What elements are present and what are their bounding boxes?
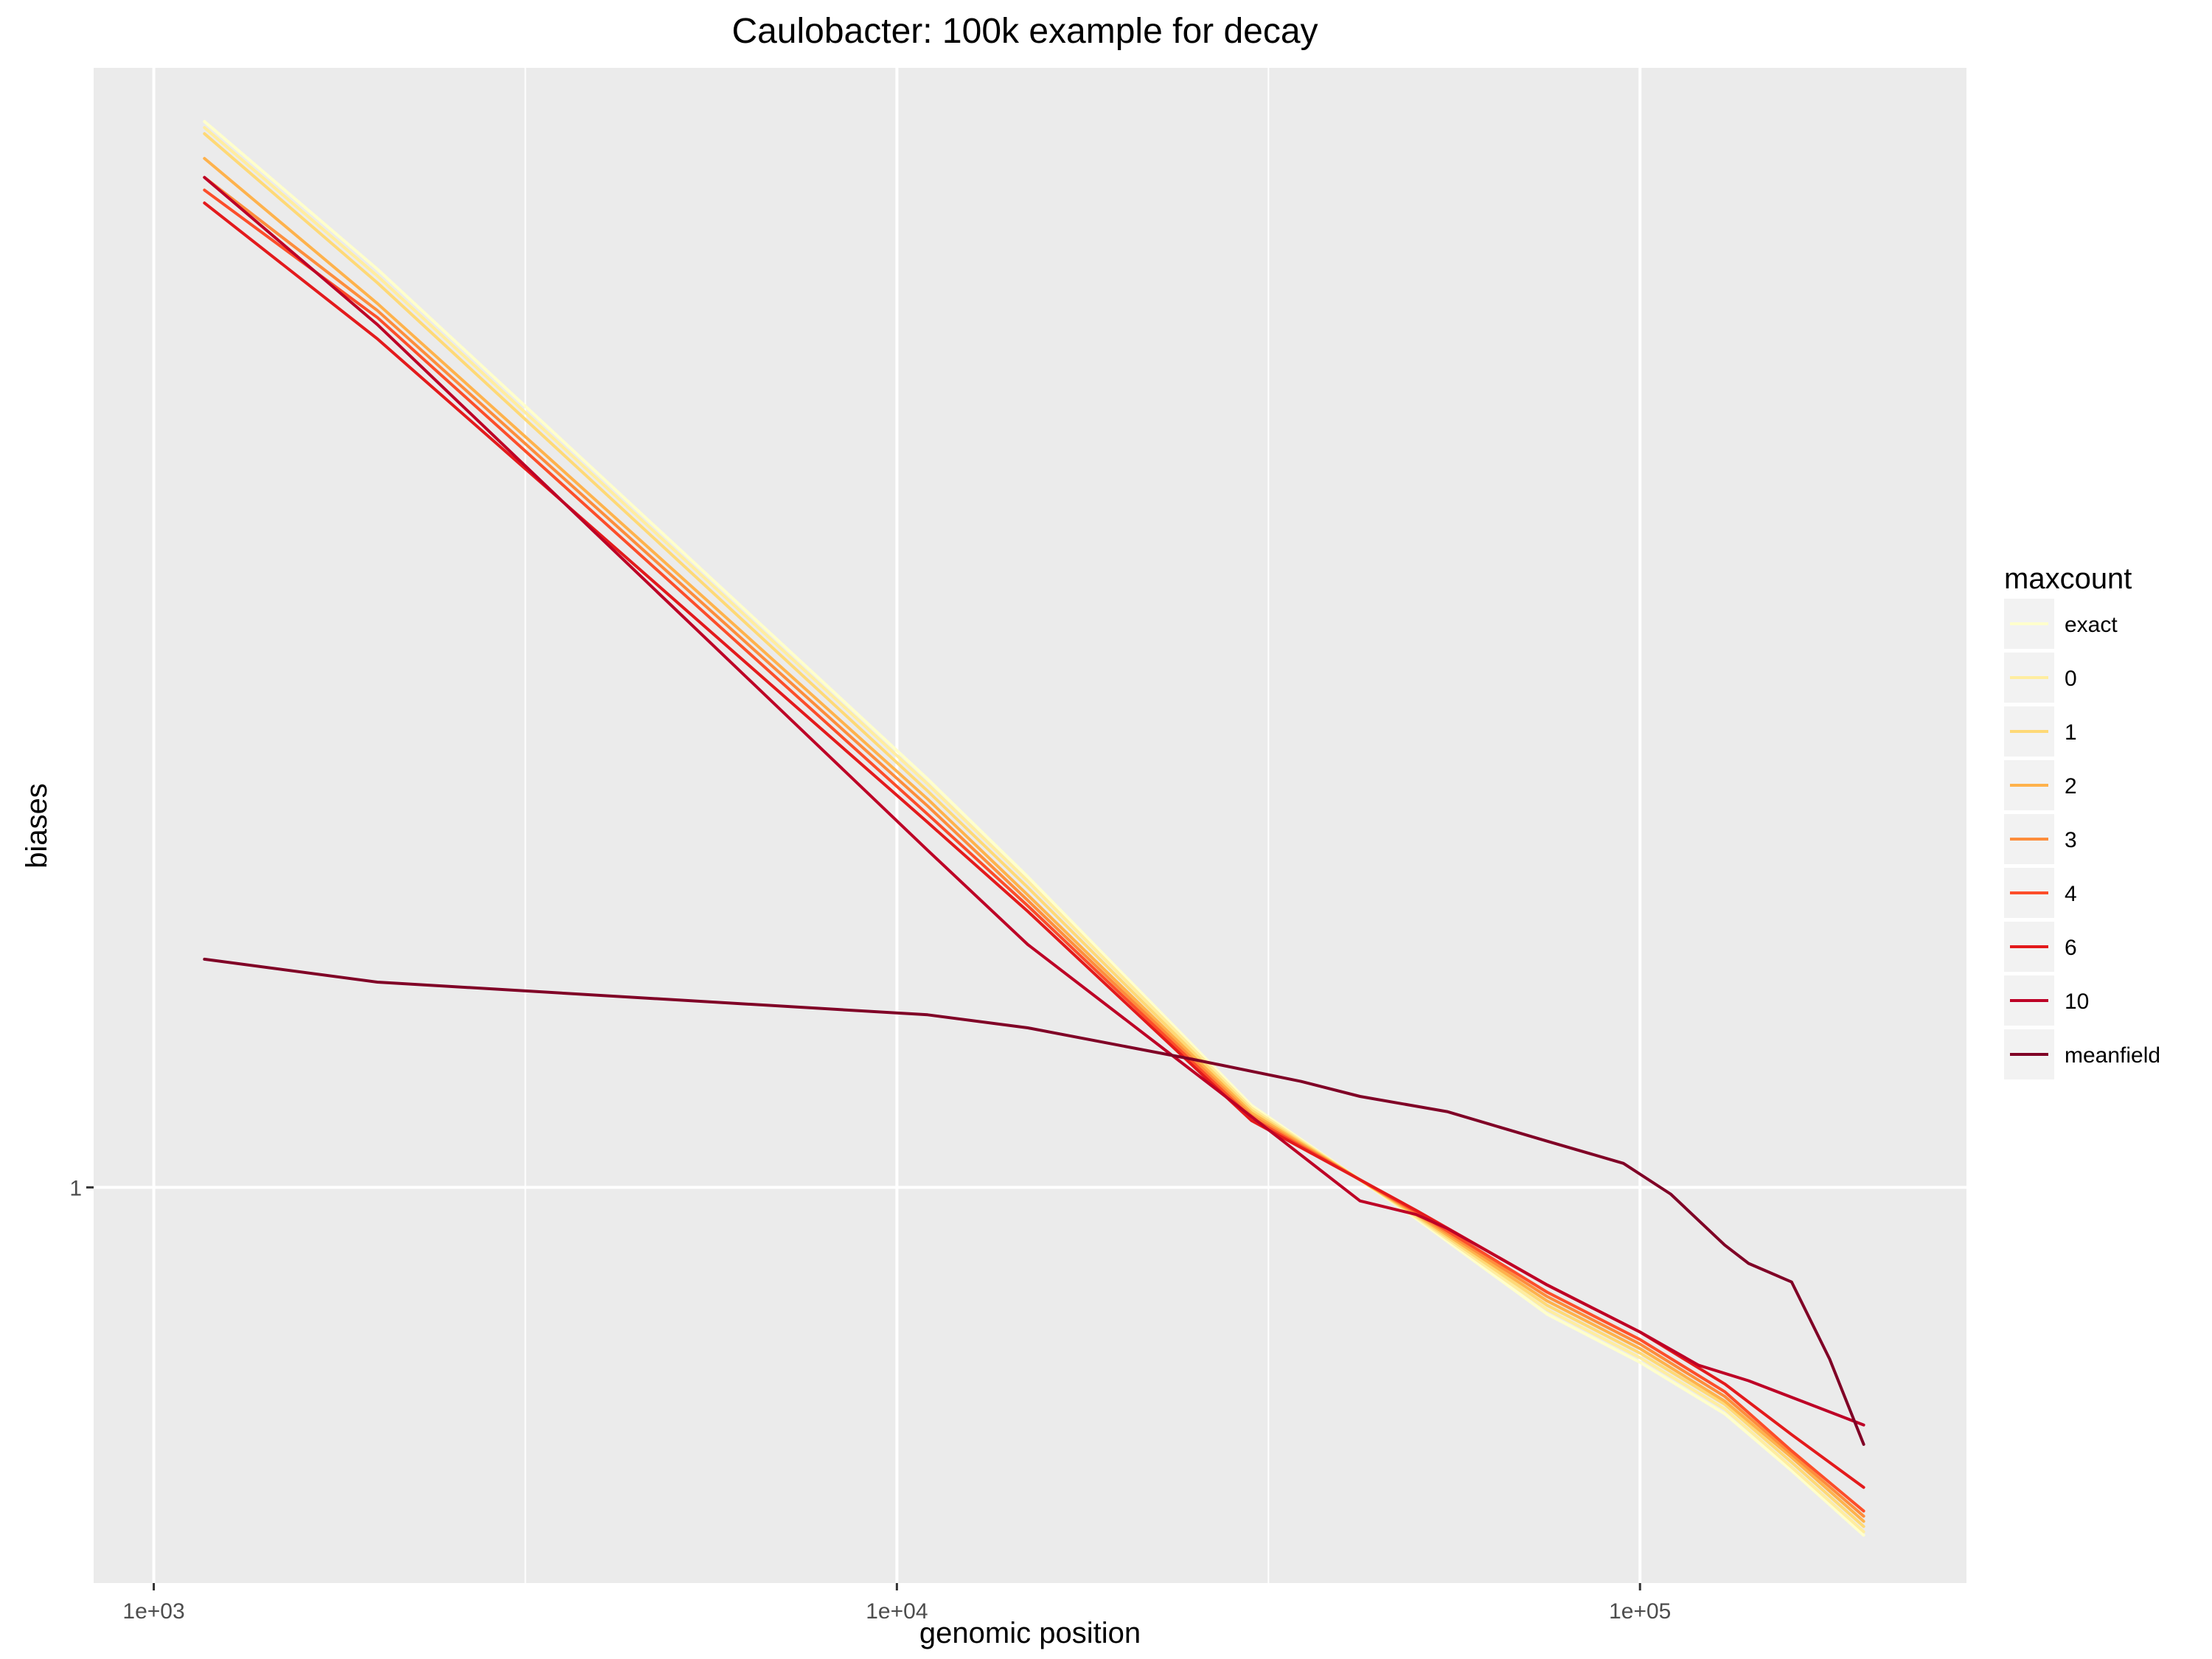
legend: maxcount exact 0 1 2 3 4 6 10 meanfield xyxy=(2004,563,2160,1079)
legend-label: 6 xyxy=(2065,936,2077,960)
legend-label: 0 xyxy=(2065,667,2077,691)
legend-label: 4 xyxy=(2065,882,2077,906)
series-line-10 xyxy=(203,175,1865,1427)
x-tick-label: 1e+05 xyxy=(1609,1599,1671,1624)
chart-title: Caulobacter: 100k example for decay xyxy=(731,12,1318,51)
minor-gridlines xyxy=(524,68,1270,1583)
legend-label: exact xyxy=(2065,613,2118,637)
y-tick-label: 1 xyxy=(69,1176,82,1200)
x-tick-label: 1e+04 xyxy=(866,1599,928,1624)
legend-label: meanfield xyxy=(2065,1043,2160,1068)
series-line-6 xyxy=(203,201,1865,1489)
major-gridlines xyxy=(94,68,1966,1583)
x-axis: 1e+03 1e+04 1e+05 xyxy=(122,1583,1671,1624)
legend-title: maxcount xyxy=(2004,563,2132,595)
legend-label: 10 xyxy=(2065,990,2089,1014)
y-axis-label: biases xyxy=(21,783,53,869)
y-axis: 1 xyxy=(69,1176,94,1200)
series-lines xyxy=(203,119,1865,1537)
x-axis-label: genomic position xyxy=(919,1617,1141,1649)
legend-label: 1 xyxy=(2065,720,2077,745)
legend-label: 2 xyxy=(2065,774,2077,799)
legend-label: 3 xyxy=(2065,828,2077,852)
x-tick-label: 1e+03 xyxy=(122,1599,184,1624)
plot-panel xyxy=(94,68,1966,1583)
series-line-meanfield xyxy=(203,957,1865,1446)
